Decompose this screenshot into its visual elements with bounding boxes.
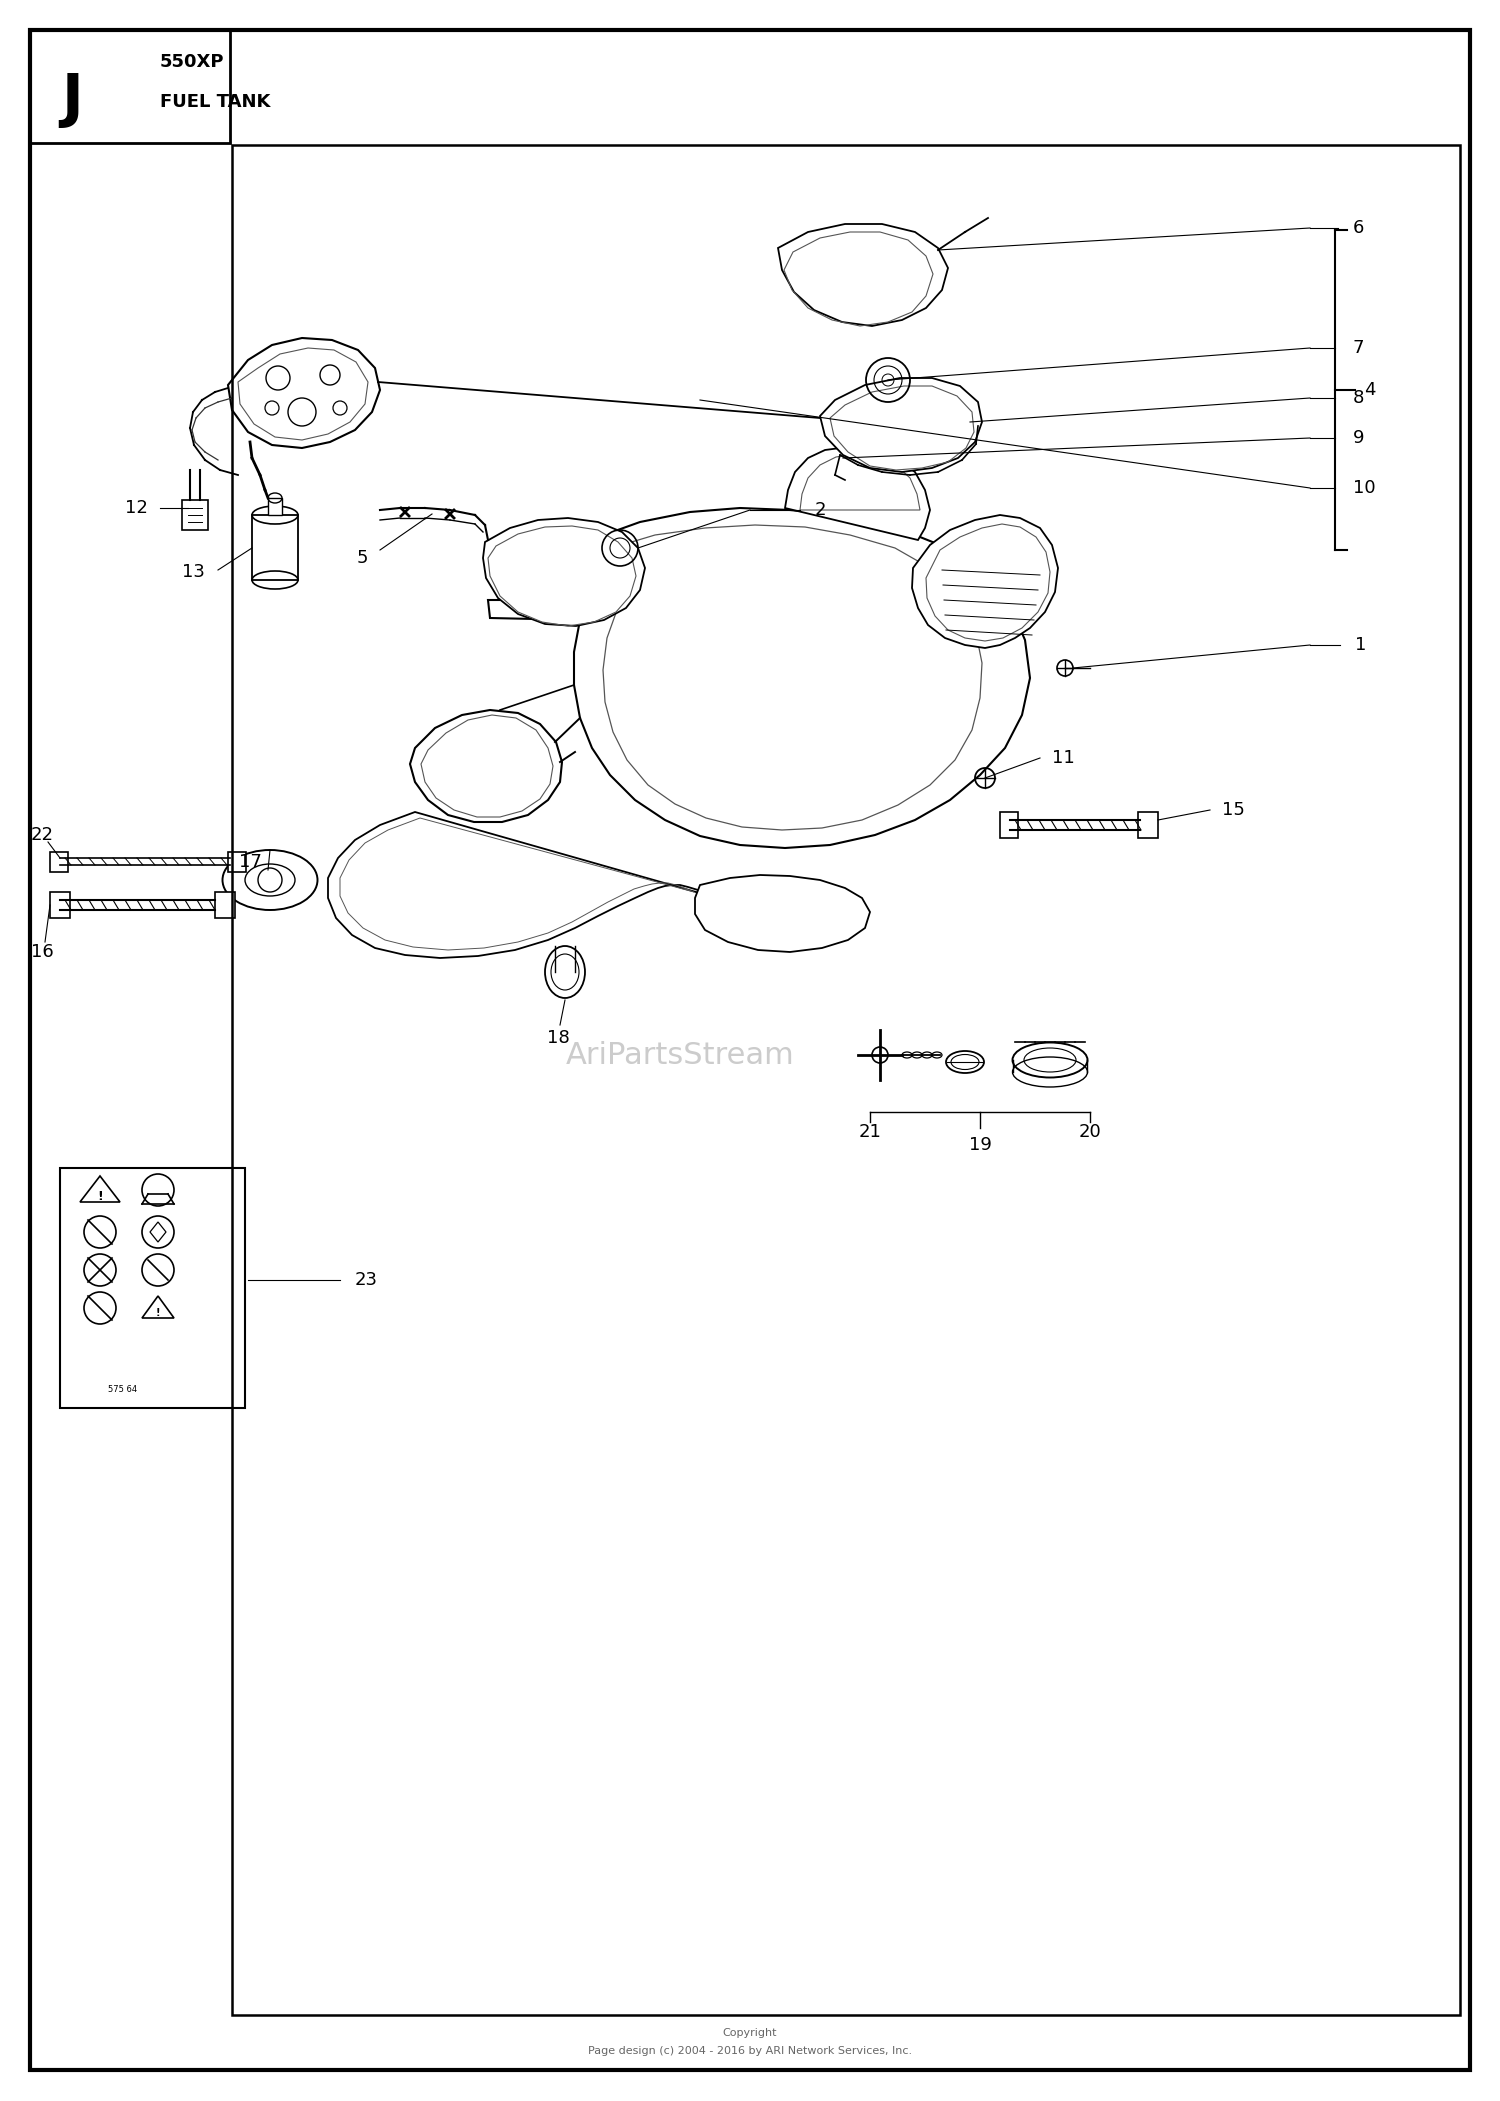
Polygon shape [1138,811,1158,838]
Bar [60,1168,244,1408]
Text: 550XP: 550XP [160,53,225,71]
Text: 10: 10 [1353,479,1376,498]
Polygon shape [328,811,710,958]
Text: 7: 7 [1353,338,1365,357]
Polygon shape [252,515,298,580]
Polygon shape [821,378,983,473]
Bar [232,145,1460,2015]
Text: !: ! [98,1189,104,1202]
Text: 12: 12 [124,500,148,517]
Polygon shape [483,519,645,626]
Text: 16: 16 [30,943,54,960]
Polygon shape [912,515,1058,647]
Polygon shape [268,498,282,515]
Text: 8: 8 [1353,389,1365,408]
Polygon shape [778,225,948,326]
Polygon shape [1000,811,1018,838]
Text: 23: 23 [356,1271,378,1290]
Polygon shape [214,893,236,918]
Text: 13: 13 [182,563,206,582]
Polygon shape [182,500,209,529]
Text: 6: 6 [1353,219,1365,237]
Text: 11: 11 [1052,748,1074,767]
Polygon shape [694,874,870,952]
Polygon shape [784,448,930,540]
Polygon shape [228,338,380,448]
Text: 15: 15 [1222,800,1245,819]
Text: 17: 17 [238,853,262,872]
Text: AriPartsStream: AriPartsStream [566,1040,795,1069]
Polygon shape [410,710,562,821]
Text: 575 64: 575 64 [108,1385,136,1395]
Polygon shape [488,508,1030,849]
Text: 22: 22 [30,826,54,845]
Text: FUEL TANK: FUEL TANK [160,92,270,111]
Text: 21: 21 [858,1124,882,1141]
Text: 2: 2 [815,500,827,519]
Text: !: ! [156,1309,160,1317]
Text: Page design (c) 2004 - 2016 by ARI Network Services, Inc.: Page design (c) 2004 - 2016 by ARI Netwo… [588,2046,912,2057]
Text: 9: 9 [1353,429,1365,448]
Bar [30,29,230,143]
Text: 18: 18 [546,1029,570,1046]
Polygon shape [50,853,68,872]
Text: 20: 20 [1078,1124,1101,1141]
Text: 4: 4 [1365,380,1376,399]
Polygon shape [228,853,246,872]
Text: 5: 5 [357,548,368,567]
Text: 1: 1 [1354,637,1366,653]
Text: 19: 19 [969,1137,992,1153]
Text: Copyright: Copyright [723,2027,777,2038]
Polygon shape [50,893,70,918]
Text: J: J [62,71,82,128]
